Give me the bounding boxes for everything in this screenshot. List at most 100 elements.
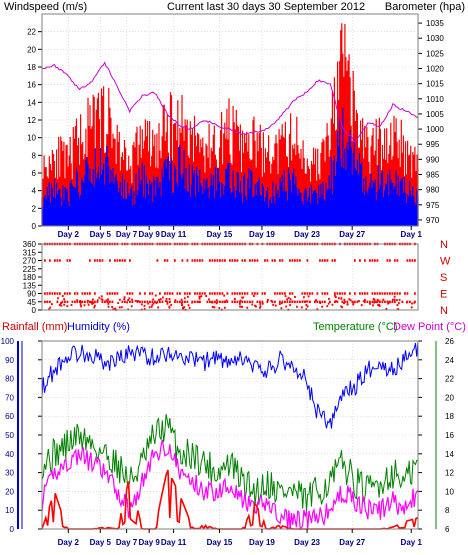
rain-humidity-temp-chart: 0 10 20 30 40 50 60 70 80 90 100 6 8 10 12 14 16 18 20 22 24…	[1, 337, 455, 547]
rainfall-label: Rainfall (mm)	[2, 321, 67, 333]
y-tick-label: 14	[27, 98, 36, 107]
x-tick-label: Day 7	[116, 230, 138, 239]
y-tick-label: 180	[23, 273, 37, 282]
barometer-title: Barometer (hpa)	[385, 1, 465, 13]
x-tick-label: Day 19	[249, 230, 275, 239]
y-tick-label: 0	[32, 306, 37, 315]
y2-tick-label: 8	[445, 506, 450, 515]
y2-tick-label: 1005	[426, 110, 444, 119]
y2-tick-label: 12	[445, 469, 454, 478]
y2-tick-label: 24	[445, 356, 454, 365]
y2-tick-label: 1010	[426, 95, 444, 104]
y-tick-label: 135	[23, 281, 37, 290]
compass-label: W	[440, 256, 451, 268]
y2-tick-label: 1035	[426, 19, 444, 28]
y-tick-label: 0	[10, 525, 15, 534]
temperature-label: Temperature (°C)	[313, 321, 397, 333]
y2-tick-label: 975	[426, 201, 440, 210]
direction-band	[44, 292, 416, 295]
y2-tick-label: 990	[426, 155, 440, 164]
y-tick-label: 8	[32, 151, 37, 160]
y2-tick-label: 16	[445, 431, 454, 440]
dewpoint-series	[41, 439, 419, 531]
x-tick-label: Day 15	[207, 538, 233, 547]
y2-tick-label: 1030	[426, 34, 444, 43]
y-tick-label: 45	[27, 298, 36, 307]
x-tick-label: Day 15	[207, 230, 233, 239]
y-tick-label: 2	[32, 204, 37, 213]
y-tick-label: 20	[5, 487, 14, 496]
y2-tick-label: 1025	[426, 49, 444, 58]
humidity-series	[41, 340, 419, 429]
y-tick-label: 30	[5, 469, 14, 478]
y-tick-label: 18	[27, 63, 36, 72]
x-tick-label: Day 27	[339, 230, 365, 239]
y-tick-label: 315	[23, 248, 37, 257]
y-tick-label: 10	[27, 134, 36, 143]
x-tick-label: Day 2	[58, 230, 80, 239]
period-title: Current last 30 days 30 September 2012	[167, 1, 365, 13]
y-tick-label: 225	[23, 265, 37, 274]
y-tick-label: 90	[27, 290, 36, 299]
dewpoint-label: Dew Point (°C)	[393, 321, 466, 333]
x-tick-label: Day 23	[294, 230, 320, 239]
y2-tick-label: 14	[445, 450, 454, 459]
y-tick-label: 6	[32, 169, 37, 178]
x-tick-label: Day 5	[90, 538, 112, 547]
y2-tick-label: 985	[426, 171, 440, 180]
compass-label: E	[440, 289, 447, 301]
y-tick-label: 12	[27, 116, 36, 125]
windspeed-title: Windspeed (m/s)	[4, 1, 87, 13]
y2-tick-label: 18	[445, 412, 454, 421]
y-tick-label: 22	[27, 28, 36, 37]
y-tick-label: 80	[5, 375, 14, 384]
x-tick-label: Day 27	[339, 538, 365, 547]
y2-tick-label: 970	[426, 216, 440, 225]
top-chart-frame	[41, 13, 419, 227]
y-tick-label: 60	[5, 412, 14, 421]
x-tick-label: Day 9	[138, 538, 160, 547]
y-tick-label: 4	[32, 187, 37, 196]
compass-label: N	[440, 239, 448, 251]
x-tick-label: Day 5	[90, 230, 112, 239]
humidity-label: Humidity (%)	[67, 321, 130, 333]
y2-tick-label: 20	[445, 393, 454, 402]
y2-tick-label: 995	[426, 140, 440, 149]
y-tick-label: 0	[32, 222, 37, 231]
x-tick-label: Day 19	[249, 538, 275, 547]
y2-tick-label: 10	[445, 487, 454, 496]
x-tick-label: Day 11	[161, 538, 187, 547]
x-tick-label: Day 23	[294, 538, 320, 547]
y2-tick-label: 6	[445, 525, 450, 534]
compass-label: S	[440, 272, 447, 284]
y-tick-label: 10	[5, 506, 14, 515]
y-tick-label: 100	[1, 337, 15, 346]
x-tick-label: Day 9	[138, 230, 160, 239]
bottom-chart-frame	[41, 340, 419, 530]
x-tick-label: Day 7	[116, 538, 138, 547]
barometer-series	[41, 61, 419, 143]
y-tick-label: 50	[5, 431, 14, 440]
direction-scatter	[46, 294, 416, 311]
y-tick-label: 270	[23, 257, 37, 266]
y2-tick-label: 1015	[426, 80, 444, 89]
temperature-series	[41, 414, 418, 511]
y2-tick-label: 26	[445, 337, 454, 346]
x-tick-label: Day 1	[401, 538, 423, 547]
y2-tick-label: 22	[445, 375, 454, 384]
y-tick-label: 70	[5, 393, 14, 402]
y2-tick-label: 980	[426, 186, 440, 195]
compass-label: N	[440, 305, 448, 317]
x-tick-label: Day 2	[58, 538, 80, 547]
y-tick-label: 16	[27, 81, 36, 90]
direction-band	[44, 259, 416, 262]
y2-tick-label: 1000	[426, 125, 444, 134]
y2-tick-label: 1020	[426, 65, 444, 74]
direction-chart-frame	[41, 243, 419, 311]
y-tick-label: 40	[5, 450, 14, 459]
y-tick-label: 90	[5, 356, 14, 365]
